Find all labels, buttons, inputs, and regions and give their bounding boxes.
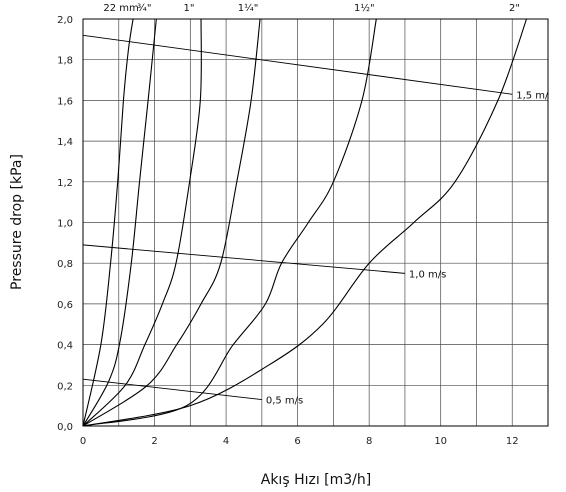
series-name-label: 1½": [354, 2, 375, 14]
velocity-line: [82, 244, 405, 274]
series-curve: [82, 18, 377, 427]
y-tick-label: 0,0: [57, 422, 73, 433]
series-name-label: 2": [509, 3, 520, 14]
y-tick-label: 0,6: [57, 300, 73, 311]
y-tick-label: 0,4: [57, 341, 73, 352]
x-tick-labels: 0 2 4 6 8 10 12: [80, 436, 519, 447]
x-tick-label: 4: [223, 436, 229, 447]
series-curve: [82, 18, 157, 427]
x-tick-label: 10: [434, 436, 447, 447]
y-tick-labels: 0,0 0,2 0,4 0,6 0,8 1,0 1,2 1,4 1,6 1,8 2,0: [57, 15, 73, 433]
x-tick-label: 12: [506, 436, 519, 447]
x-tick-label: 8: [366, 436, 372, 447]
velocity-line: [82, 378, 262, 400]
y-tick-label: 1,8: [57, 56, 73, 67]
series-labels: 0,5 m/s 1,0 m/s 1,5 m/22 mm¾" 1" 1¼" 1½" 2": [103, 2, 549, 407]
y-tick-label: 0,8: [57, 259, 73, 270]
series-curve: [82, 18, 202, 427]
series-curve: [82, 18, 134, 427]
velocity-label: 0,5 m/s: [266, 396, 303, 407]
velocity-label: 1,0 m/s: [409, 269, 446, 280]
series-name-label: 1": [184, 3, 195, 14]
y-tick-label: 1,0: [57, 219, 73, 230]
plot-frame: [82, 18, 549, 427]
velocity-lines: [82, 34, 513, 400]
y-tick-label: 1,2: [57, 178, 73, 189]
x-tick-label: 0: [80, 436, 86, 447]
velocity-label: 1,5 m/: [516, 90, 549, 101]
series-curve: [82, 18, 261, 427]
series-name-label: 1¼": [238, 2, 259, 14]
series-name-label: 22 mm: [103, 3, 138, 14]
y-tick-label: 0,2: [57, 381, 73, 392]
series-name-label: ¾": [137, 3, 151, 14]
x-tick-label: 2: [151, 436, 157, 447]
y-tick-label: 1,6: [57, 96, 73, 107]
grid: [82, 18, 549, 427]
series-curve: [82, 18, 528, 427]
velocity-line: [82, 34, 513, 95]
x-axis-title: Akış Hızı [m3/h]: [261, 472, 371, 488]
y-tick-label: 2,0: [57, 15, 73, 26]
x-tick-label: 6: [294, 436, 300, 447]
y-axis-title: Pressure drop [kPa]: [9, 154, 25, 290]
y-tick-label: 1,4: [57, 137, 73, 148]
series-lines: [82, 18, 528, 427]
